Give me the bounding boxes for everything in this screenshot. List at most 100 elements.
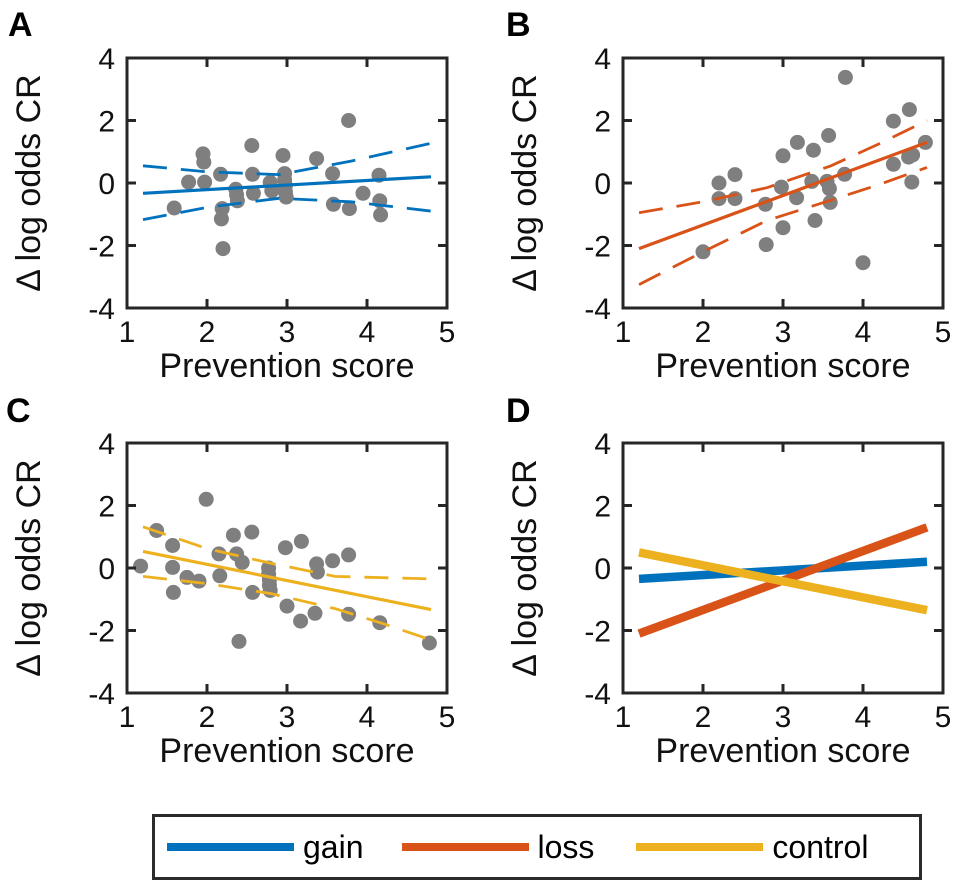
data-point	[244, 138, 260, 153]
panel-b-svg: 1 2 3 4 5 4 2 0 -2 -4 Prevention score Δ log odds C…	[506, 43, 952, 385]
y-tick-label: 4	[98, 428, 115, 461]
legend-label-loss: loss	[537, 828, 595, 865]
legend-entry-control: control	[636, 829, 868, 866]
panel-d-chart: 1 2 3 4 5 4 2 0 -2 -4 Prevention score Δ log odds C…	[496, 385, 966, 770]
data-point	[229, 193, 245, 209]
data-point	[277, 540, 293, 556]
x-tick-label: 1	[119, 316, 136, 349]
data-point	[231, 633, 247, 649]
ci-lower-line	[638, 166, 928, 286]
data-point	[133, 558, 149, 574]
ci-upper-line	[638, 119, 928, 215]
panel-a-label: A	[8, 6, 33, 44]
data-point	[198, 491, 214, 507]
x-tick-label: 3	[279, 701, 296, 734]
data-point	[166, 200, 182, 216]
y-axis-label: Δ log odds CR	[506, 459, 544, 676]
data-point	[821, 181, 837, 197]
model-line-gain	[638, 557, 928, 584]
data-point	[197, 174, 213, 190]
panel-b-chart: 1 2 3 4 5 4 2 0 -2 -4 Prevention score Δ log odds C…	[496, 0, 966, 385]
data-point	[309, 564, 325, 580]
x-tick-label: 3	[775, 701, 792, 734]
y-axis-label: Δ log odds CR	[10, 459, 48, 676]
x-tick-label: 5	[935, 316, 952, 349]
loss-line-swatch	[401, 843, 529, 851]
y-axis-label: Δ log odds CR	[506, 74, 544, 291]
data-point	[293, 533, 309, 549]
panel-b-label: B	[506, 6, 531, 44]
y-tick-label: -2	[88, 616, 115, 649]
data-point	[885, 156, 901, 172]
panel-c-label: C	[6, 392, 31, 430]
data-point	[165, 538, 181, 553]
x-tick-label: 1	[615, 316, 632, 349]
data-point	[225, 527, 241, 543]
y-tick-label: 0	[594, 553, 611, 586]
data-point	[901, 102, 917, 118]
data-point	[789, 190, 805, 206]
x-axis-label: Prevention score	[655, 347, 910, 385]
data-point	[245, 166, 261, 182]
y-tick-label: 4	[594, 43, 611, 76]
data-point	[341, 113, 357, 128]
y-tick-label: 0	[98, 553, 115, 586]
data-point	[855, 255, 871, 271]
data-point	[213, 166, 229, 182]
data-point	[885, 113, 901, 129]
y-tick-label: -4	[88, 678, 115, 711]
data-point	[309, 151, 325, 167]
data-point	[325, 553, 341, 569]
x-tick-label: 2	[695, 701, 712, 734]
y-tick-label: -4	[584, 293, 611, 326]
data-point	[904, 174, 920, 190]
x-tick-label: 5	[935, 701, 952, 734]
x-tick-label: 5	[439, 316, 456, 349]
fit-line	[638, 140, 928, 251]
data-point	[191, 573, 207, 589]
x-tick-label: 4	[359, 316, 376, 349]
data-point	[341, 547, 357, 563]
x-tick-label: 2	[695, 316, 712, 349]
data-point	[758, 237, 774, 253]
ci-upper-line	[142, 141, 432, 177]
data-point	[213, 211, 229, 227]
data-point	[325, 196, 341, 212]
data-point	[775, 148, 791, 164]
data-point	[789, 134, 805, 150]
x-tick-label: 3	[279, 316, 296, 349]
panel-c-svg: 1 2 3 4 5 4 2 0 -2 -4 Prevention score Δ log odds C…	[10, 428, 455, 770]
data-point	[773, 179, 789, 195]
data-point	[212, 568, 228, 584]
data-point	[307, 605, 323, 621]
data-point	[695, 244, 711, 260]
x-tick-label: 2	[199, 701, 216, 734]
panel-d-label: D	[506, 392, 531, 430]
legend-entry-gain: gain	[167, 829, 364, 866]
y-tick-label: 4	[594, 428, 611, 461]
data-point	[211, 546, 227, 562]
x-tick-label: 3	[775, 316, 792, 349]
data-point	[711, 175, 727, 191]
gain-line-swatch	[167, 843, 294, 851]
x-axis-label: Prevention score	[159, 347, 414, 385]
data-point	[727, 167, 743, 183]
data-point	[905, 147, 921, 163]
legend: gain loss control	[152, 814, 922, 880]
data-point	[244, 524, 260, 540]
y-tick-label: -2	[88, 231, 115, 264]
panel-c-chart: 1 2 3 4 5 4 2 0 -2 -4 Prevention score Δ log odds C…	[0, 385, 470, 770]
model-line-control	[638, 548, 928, 615]
data-point	[325, 166, 341, 182]
ci-lower-line	[142, 196, 432, 221]
x-tick-label: 2	[199, 316, 216, 349]
x-axis-label: Prevention score	[655, 732, 910, 770]
y-tick-label: 2	[98, 491, 115, 524]
legend-label-control: control	[772, 828, 869, 865]
y-tick-label: -2	[584, 616, 611, 649]
y-axis-label: Δ log odds CR	[10, 74, 48, 291]
data-point	[807, 213, 823, 228]
data-point	[165, 584, 181, 600]
x-tick-label: 1	[615, 701, 632, 734]
x-tick-label: 4	[855, 316, 872, 349]
